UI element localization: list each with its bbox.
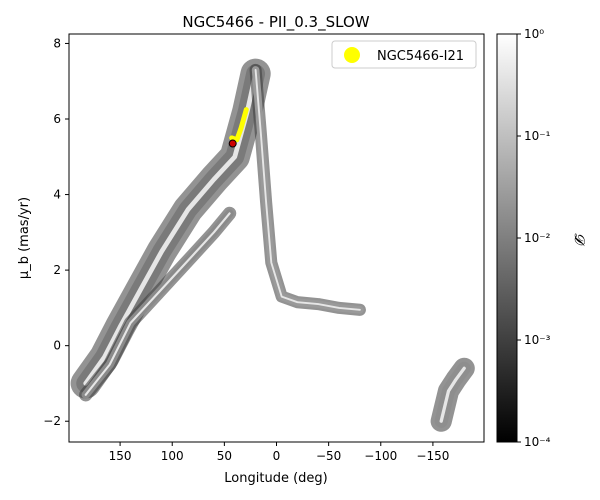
x-axis-label: Longitude (deg)	[224, 471, 327, 486]
legend-label-ngc5466-i21: NGC5466-I21	[377, 49, 464, 64]
band-wrap-right-core	[439, 366, 466, 423]
y-tick-label: 2	[53, 263, 61, 277]
x-tick-label: 50	[217, 449, 232, 463]
colorbar-tick-label: 10⁻¹	[524, 129, 551, 143]
colorbar-ticks: 10⁰ 10⁻¹ 10⁻² 10⁻³ 10⁻⁴	[517, 27, 551, 449]
y-tick-label: 6	[53, 112, 61, 126]
progenitor-orbit-layer	[228, 107, 249, 148]
band-main-stream-lower-core	[84, 212, 231, 396]
y-tick-label: 4	[53, 188, 61, 202]
legend-box	[331, 40, 477, 69]
y-tick-label: 0	[53, 339, 61, 353]
x-tick-label: 0	[273, 449, 281, 463]
y-axis: −2 0 2 4 6 8	[43, 36, 69, 428]
progenitor-position	[228, 139, 237, 148]
x-tick-label: 150	[109, 449, 132, 463]
plot-area	[69, 34, 484, 442]
legend: NGC5466-I21	[331, 40, 477, 69]
x-tick-label: 100	[161, 449, 184, 463]
y-tick-label: −2	[43, 414, 61, 428]
colorbar-gradient	[496, 33, 518, 443]
legend-marker-ngc5466-i21	[344, 47, 360, 63]
x-tick-label: −100	[364, 449, 397, 463]
colorbar-label: 𝓓	[571, 233, 587, 247]
progenitor-orbit	[229, 107, 249, 143]
colorbar-tick-label: 10⁻⁴	[524, 435, 551, 449]
colorbar-tick-label: 10⁻²	[524, 231, 551, 245]
y-tick-label: 8	[53, 36, 61, 50]
colorbar: 10⁰ 10⁻¹ 10⁻² 10⁻³ 10⁻⁴ 𝓓	[496, 27, 587, 449]
chart-title: NGC5466 - PII_0.3_SLOW	[182, 13, 369, 32]
x-tick-label: −150	[416, 449, 449, 463]
colorbar-tick-label: 10⁻³	[524, 333, 551, 347]
y-axis-label: μ_b (mas/yr)	[17, 197, 32, 279]
band-trailing-arm-core	[254, 68, 361, 311]
x-axis: 150 100 50 0 −50 −100 −150	[109, 442, 449, 463]
colorbar-tick-label: 10⁰	[524, 27, 544, 41]
x-tick-label: −50	[316, 449, 341, 463]
